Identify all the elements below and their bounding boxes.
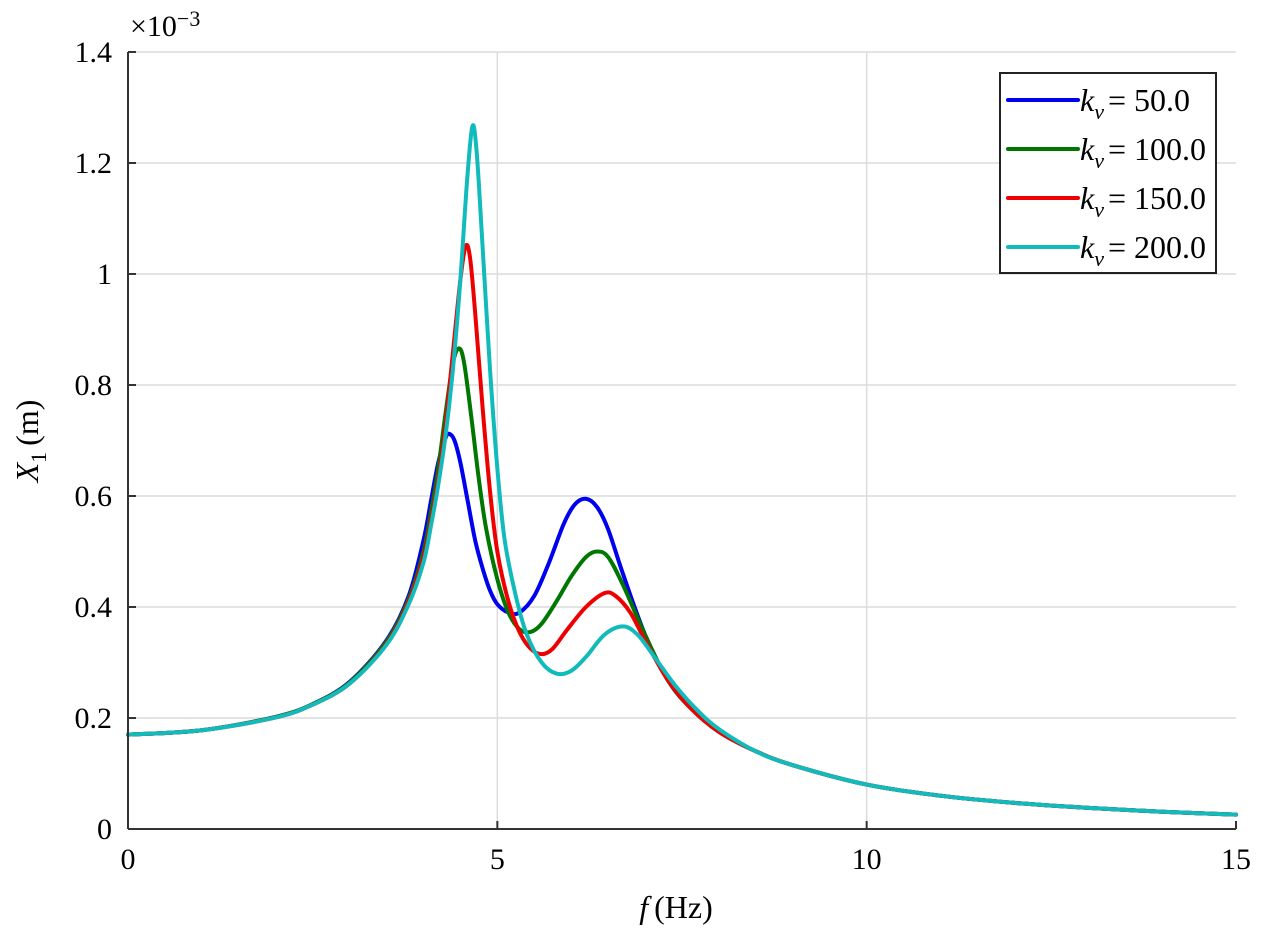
y-tick-label: 1 [97, 258, 112, 291]
x-axis-title: f (Hz) [639, 889, 713, 925]
series-line-4 [126, 123, 1238, 817]
y-tick-label: 0 [97, 813, 112, 846]
legend-entry-1: kv = 50.0 [1006, 82, 1190, 124]
y-tick-label: 0.8 [75, 369, 113, 402]
legend-entries: kv = 50.0 kv = 100.0 kv = 150.0 kv = 200.0 [1006, 82, 1206, 271]
legend-box [999, 72, 1217, 274]
axes [127, 51, 1237, 830]
legend-label: kv = 100.0 [1080, 131, 1206, 173]
series-line-2 [126, 346, 1238, 817]
y-tick-label: 0.4 [75, 591, 113, 624]
legend-entry-4: kv = 200.0 [1006, 229, 1206, 271]
series-line-1 [126, 431, 1238, 817]
x-tick-label: 10 [852, 843, 882, 876]
y-tick-label: 0.2 [75, 702, 113, 735]
y-axis-title: X1(m) [9, 400, 51, 485]
tick-labels: 0 5 10 15 0 0.2 0.4 0.6 0.8 1 1.2 1.4 [75, 36, 1252, 876]
series-lines [126, 123, 1238, 817]
x-tick-label: 15 [1221, 843, 1251, 876]
y-tick-label: 1.4 [75, 36, 113, 69]
legend-entry-2: kv = 100.0 [1006, 131, 1206, 173]
y-tick-label: 1.2 [75, 147, 113, 180]
legend-label: kv = 200.0 [1080, 229, 1206, 271]
legend-label: kv = 150.0 [1080, 180, 1206, 222]
x-tick-label: 5 [490, 843, 505, 876]
y-exponent-label: ×10−3 [130, 6, 200, 43]
y-tick-label: 0.6 [75, 480, 113, 513]
legend-label: kv = 50.0 [1080, 82, 1190, 124]
x-tick-label: 0 [121, 843, 136, 876]
legend: kv = 50.0 kv = 100.0 kv = 150.0 kv = 200.0 [999, 72, 1217, 274]
series-line-3 [126, 242, 1238, 817]
grid [128, 51, 1236, 829]
legend-entry-3: kv = 150.0 [1006, 180, 1206, 222]
